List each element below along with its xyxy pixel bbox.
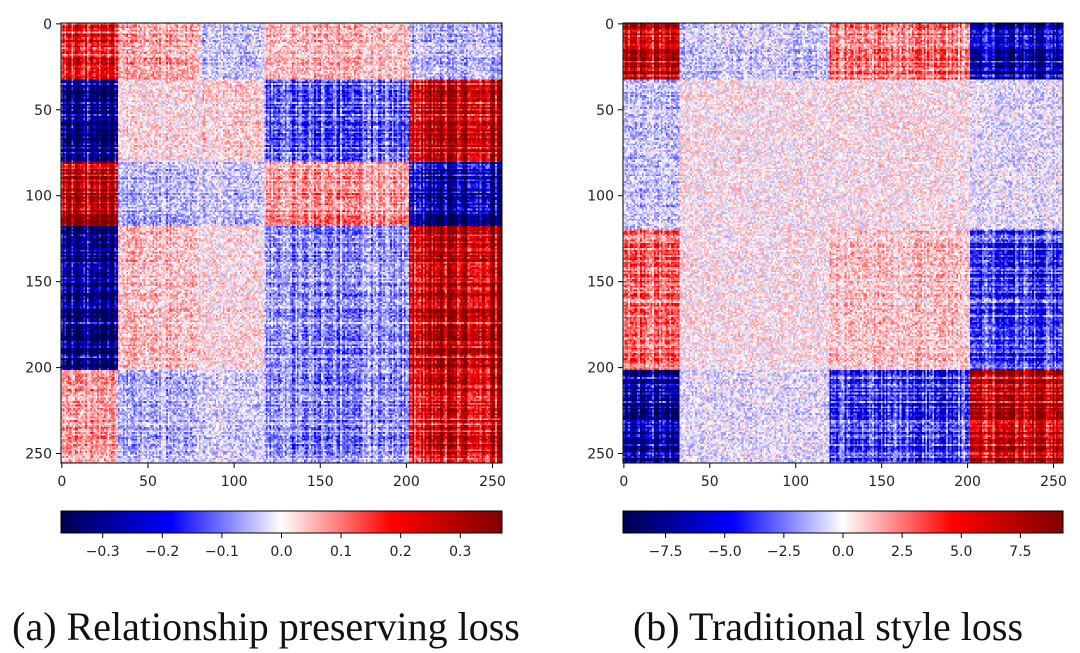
y-tick-label: 100 xyxy=(25,189,52,205)
y-tick-label: 200 xyxy=(25,361,52,377)
panel-traditional-style-loss: 0 50 100 150 200 250 0 50 100 150 200 250 −7.5 −5.0 −2… xyxy=(587,17,1067,649)
colorbar-tick-label: −2.5 xyxy=(767,544,801,560)
x-tick-label: 200 xyxy=(393,474,420,490)
y-tick-label: 250 xyxy=(587,447,614,463)
heatmap-frame xyxy=(622,22,1064,464)
colorbar-tick-label: 0.1 xyxy=(330,544,352,560)
panel-relationship-preserving-loss: 0 50 100 150 200 250 0 50 100 150 200 250 −0.3 −0.2 −0… xyxy=(12,17,520,649)
colorbar-tick-label: 0.3 xyxy=(449,544,471,560)
heatmap-image xyxy=(623,23,1063,463)
x-tick-label: 150 xyxy=(307,474,334,490)
colorbar-tick-label: −0.2 xyxy=(145,544,179,560)
colorbar-tick-label: −0.3 xyxy=(86,544,120,560)
colorbar-tick-label: 5.0 xyxy=(950,544,972,560)
colorbar-tick-label: −7.5 xyxy=(649,544,683,560)
colorbar-tick-label: −0.1 xyxy=(205,544,239,560)
x-tick-label: 200 xyxy=(954,474,981,490)
x-tick-label: 100 xyxy=(221,474,248,490)
heatmap-frame xyxy=(60,22,503,464)
y-tick-label: 50 xyxy=(596,103,614,119)
colorbar xyxy=(60,510,503,534)
y-tick-label: 150 xyxy=(587,275,614,291)
colorbar-tick-label: 0.0 xyxy=(270,544,292,560)
x-tick-label: 0 xyxy=(57,474,66,490)
heatmap-image xyxy=(61,23,502,463)
x-tick-label: 250 xyxy=(479,474,506,490)
y-tick-label: 100 xyxy=(587,189,614,205)
colorbar-tick-label: 2.5 xyxy=(891,544,913,560)
y-tick-label: 250 xyxy=(25,447,52,463)
x-tick-label: 50 xyxy=(701,474,719,490)
colorbar-tick-label: 7.5 xyxy=(1009,544,1031,560)
y-tick-label: 0 xyxy=(605,17,614,33)
colorbar-tick-label: −5.0 xyxy=(708,544,742,560)
x-tick-label: 250 xyxy=(1040,474,1067,490)
y-tick-label: 200 xyxy=(587,361,614,377)
x-tick-label: 150 xyxy=(868,474,895,490)
x-tick-label: 0 xyxy=(619,474,628,490)
panel-caption: (a) Relationship preserving loss xyxy=(12,604,520,649)
colorbar-tick-label: 0.0 xyxy=(832,544,854,560)
colorbar xyxy=(622,510,1064,534)
panel-caption: (b) Traditional style loss xyxy=(633,604,1023,649)
x-tick-label: 100 xyxy=(782,474,809,490)
y-tick-label: 150 xyxy=(25,275,52,291)
y-tick-label: 0 xyxy=(43,17,52,33)
y-tick-label: 50 xyxy=(34,103,52,119)
x-tick-label: 50 xyxy=(139,474,157,490)
colorbar-tick-label: 0.2 xyxy=(390,544,412,560)
